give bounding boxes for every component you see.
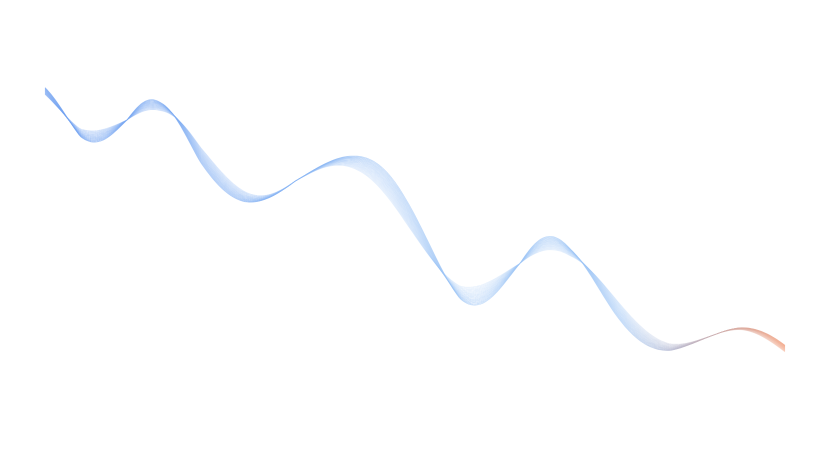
wave-line bbox=[44, 88, 786, 351]
wave-line-group bbox=[44, 87, 786, 353]
wave-line bbox=[44, 87, 786, 351]
